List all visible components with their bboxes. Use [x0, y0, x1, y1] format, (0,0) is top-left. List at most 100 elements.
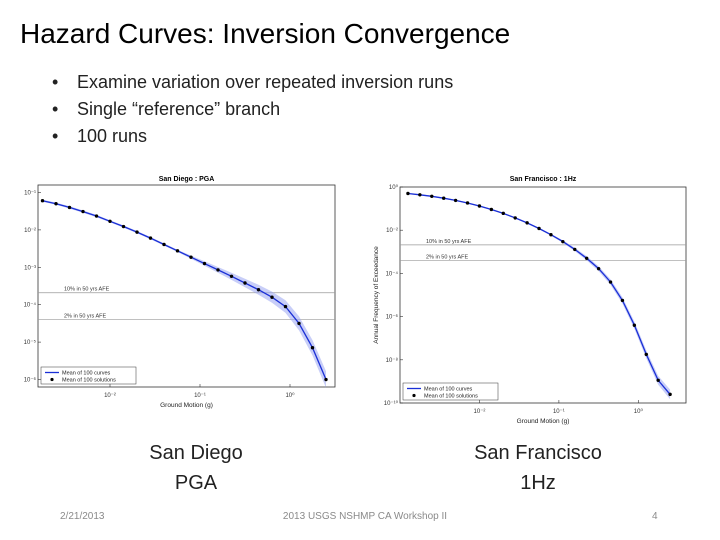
data-point: [584, 256, 589, 260]
data-point: [40, 199, 45, 203]
san-francisco-chart: San Francisco : 1Hz 10⁻² 10⁻¹ 10⁰ 10⁰ 10⁻² 10⁻…: [373, 176, 687, 425]
san-francisco-chart-panel: San Francisco : 1Hz 10⁻² 10⁻¹ 10⁰ 10⁰ 10⁻² 10⁻…: [362, 165, 690, 427]
legend-marker-swatch: [412, 393, 416, 398]
chart-title: San Diego : PGA: [159, 176, 215, 183]
y-tick-label: 10⁻²: [24, 228, 36, 234]
uncertainty-band: [42, 199, 326, 388]
y-tick-label: 10⁻⁶: [386, 314, 399, 321]
x-axis-label: Ground Motion (g): [160, 402, 213, 409]
threshold-label: 2% in 50 yrs AFE: [426, 254, 469, 260]
data-point: [596, 266, 601, 271]
data-point: [561, 239, 565, 244]
data-point: [94, 214, 99, 218]
data-point: [270, 295, 274, 299]
bullet-list: Examine variation over repeated inversio…: [52, 70, 453, 151]
footer-page-number: 4: [652, 511, 658, 522]
uncertainty-band: [407, 192, 671, 400]
data-point: [632, 323, 637, 327]
data-point: [67, 205, 72, 210]
x-tick-label: 10⁰: [634, 408, 644, 415]
data-point: [489, 207, 494, 212]
data-point: [453, 198, 458, 203]
legend-box: [402, 382, 499, 401]
y-tick-label: 10⁻⁴: [24, 302, 37, 309]
y-axis-label: Annual Frequency of Exceedance: [373, 246, 380, 344]
data-point: [229, 274, 234, 278]
caption-line: 1Hz: [520, 472, 556, 494]
data-point: [537, 226, 541, 231]
data-point: [608, 280, 613, 284]
plot-area: [399, 186, 687, 404]
threshold-label: 10% in 50 yrs AFE: [426, 239, 472, 245]
data-point: [81, 209, 85, 214]
legend-label: Mean of 100 solutions: [424, 394, 478, 400]
data-point: [108, 219, 112, 223]
data-point: [189, 255, 193, 259]
y-tick-label: 10⁻¹⁰: [384, 400, 399, 407]
data-point: [656, 378, 660, 383]
x-tick-label: 10⁻¹: [194, 393, 206, 399]
data-point: [297, 321, 301, 326]
y-tick-label: 10⁰: [389, 184, 399, 191]
data-point: [216, 268, 220, 272]
slide-title: Hazard Curves: Inversion Convergence: [20, 18, 511, 49]
x-tick-label: 10⁻¹: [553, 409, 565, 415]
legend-label: Mean of 100 curves: [424, 387, 473, 393]
footer-date: 2/21/2013: [60, 511, 105, 522]
data-point: [620, 298, 625, 303]
caption-line: San Diego: [149, 442, 243, 464]
data-point: [121, 224, 126, 229]
data-point: [202, 261, 207, 266]
bullet-item: Single “reference” branch: [52, 97, 453, 124]
data-point: [135, 230, 139, 234]
chart-title: San Francisco : 1Hz: [510, 176, 577, 183]
bullet-item: 100 runs: [52, 124, 453, 151]
data-point: [310, 346, 315, 350]
legend-label: Mean of 100 curves: [62, 371, 111, 377]
legend-box: [40, 366, 137, 385]
data-point: [243, 281, 247, 285]
data-point: [525, 221, 529, 225]
footer-event: 2013 USGS NSHMP CA Workshop II: [282, 511, 448, 522]
san-diego-chart-panel: San Diego : PGA 10⁻² 10⁻¹ 10⁰ 10⁻¹ 10⁻² 10⁻³ 10…: [20, 165, 342, 427]
data-point: [668, 392, 672, 397]
y-tick-label: 10⁻⁸: [386, 357, 399, 364]
y-tick-label: 10⁻¹: [24, 190, 36, 196]
san-diego-caption: San Diego PGA: [116, 438, 276, 498]
x-axis-label: Ground Motion (g): [517, 418, 570, 425]
series-line-mean-curves: [42, 200, 327, 380]
data-point: [501, 211, 505, 216]
data-point: [430, 194, 434, 198]
caption-line: San Francisco: [474, 442, 602, 464]
y-tick-label: 10⁻³: [24, 265, 36, 271]
data-point: [549, 233, 553, 237]
y-tick-label: 10⁻⁴: [386, 270, 399, 277]
data-point: [162, 242, 166, 247]
y-tick-label: 10⁻⁵: [24, 339, 37, 346]
bullet-item: Examine variation over repeated inversio…: [52, 70, 453, 97]
data-point: [148, 236, 153, 240]
data-point: [441, 196, 446, 200]
x-tick-label: 10⁻²: [474, 409, 486, 415]
x-tick-label: 10⁻²: [104, 393, 116, 399]
threshold-label: 10% in 50 yrs AFE: [64, 287, 110, 293]
legend-label: Mean of 100 solutions: [62, 378, 116, 384]
data-point: [477, 204, 482, 208]
san-francisco-caption: San Francisco 1Hz: [448, 438, 628, 498]
data-point: [256, 288, 261, 292]
y-tick-label: 10⁻⁶: [24, 377, 37, 384]
plot-area: [37, 184, 336, 388]
caption-line: PGA: [174, 472, 218, 494]
data-point: [573, 247, 577, 252]
data-point: [513, 216, 517, 220]
data-point: [283, 304, 288, 309]
data-point: [418, 193, 422, 197]
data-point: [54, 202, 58, 206]
data-point: [324, 377, 328, 382]
data-point: [406, 191, 410, 196]
legend-marker-swatch: [50, 377, 54, 382]
data-point: [644, 352, 648, 357]
y-tick-label: 10⁻²: [386, 228, 398, 234]
threshold-label: 2% in 50 yrs AFE: [64, 314, 107, 320]
data-point: [175, 249, 180, 253]
